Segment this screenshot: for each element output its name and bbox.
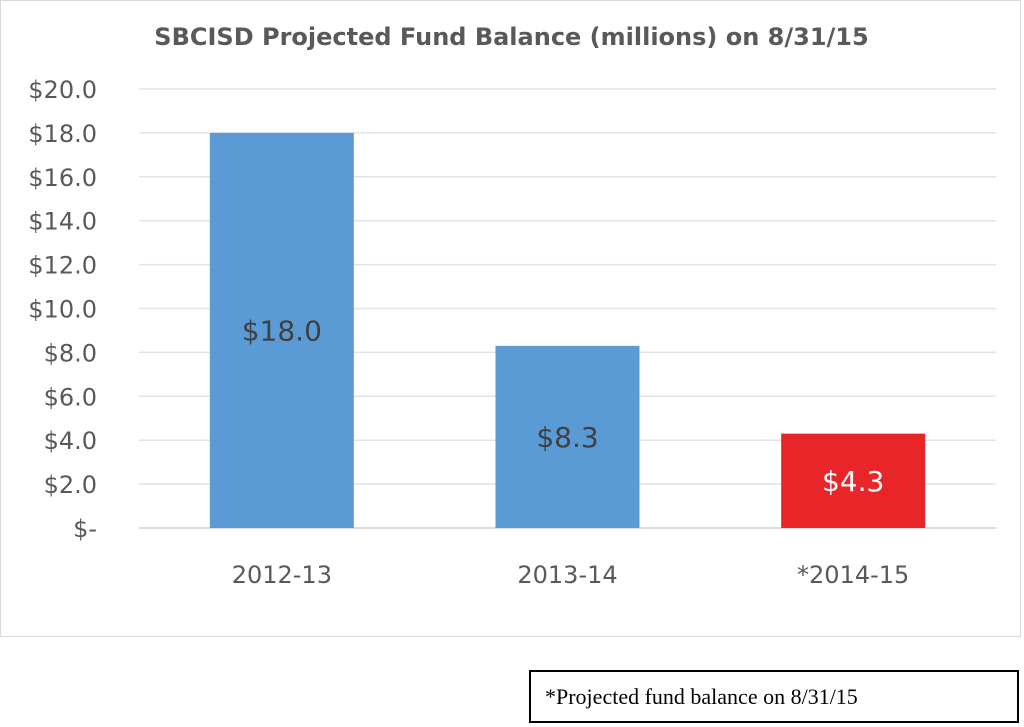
data-label: $8.3 <box>536 421 598 454</box>
footnote-text: *Projected fund balance on 8/31/15 <box>545 683 858 709</box>
x-tick-label: 2012-13 <box>232 561 332 589</box>
bar <box>209 132 354 528</box>
x-tick-label: 2013-14 <box>517 561 617 589</box>
y-tick-label: $18.0 <box>28 120 97 148</box>
data-label: $18.0 <box>242 314 322 347</box>
y-tick-label: $20.0 <box>28 76 97 104</box>
y-tick-label: $- <box>73 515 97 543</box>
bar <box>781 433 926 528</box>
footnote-box: *Projected fund balance on 8/31/15 <box>529 670 1019 723</box>
y-tick-label: $6.0 <box>44 383 97 411</box>
y-tick-label: $16.0 <box>28 164 97 192</box>
y-tick-label: $4.0 <box>44 427 97 455</box>
y-tick-label: $14.0 <box>28 208 97 236</box>
y-tick-label: $10.0 <box>28 296 97 324</box>
bar <box>495 345 640 528</box>
chart-title: SBCISD Projected Fund Balance (millions)… <box>154 23 869 51</box>
plot-area: $- $2.0 $4.0 $6.0 $8.0 $10.0 $12.0 $14.0 $16.0 $1… <box>28 76 996 589</box>
x-tick-label: *2014-15 <box>797 561 909 589</box>
y-tick-label: $8.0 <box>44 339 97 367</box>
y-tick-label: $2.0 <box>44 471 97 499</box>
y-tick-label: $12.0 <box>28 252 97 280</box>
chart-area: SBCISD Projected Fund Balance (millions)… <box>0 0 1021 637</box>
data-label: $4.3 <box>822 465 884 498</box>
